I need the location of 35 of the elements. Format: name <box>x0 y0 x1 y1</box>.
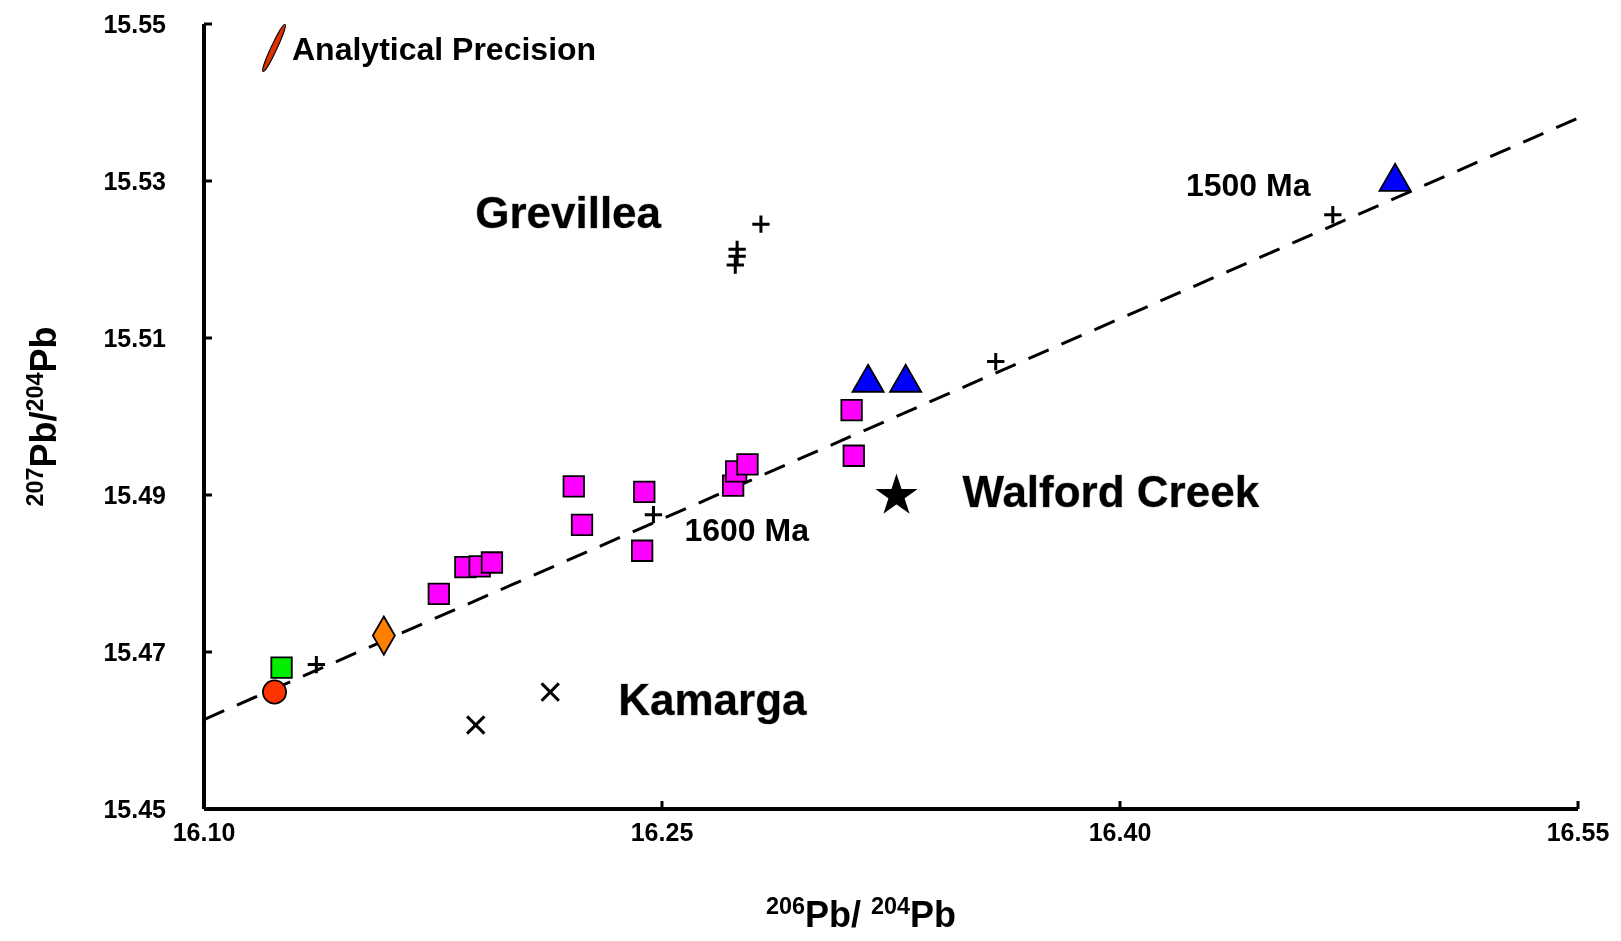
point <box>480 551 504 574</box>
point <box>631 539 654 562</box>
y-tick-label: 15.55 <box>103 10 167 38</box>
point <box>465 714 486 736</box>
point <box>633 480 656 504</box>
point <box>570 513 594 536</box>
y-tick-label: 15.45 <box>103 795 167 823</box>
annotation: 1500 Ma <box>1185 166 1311 203</box>
x-tick-label: 16.55 <box>1546 818 1610 846</box>
x-tick-label: 16.25 <box>630 818 694 846</box>
point <box>540 681 561 703</box>
y-tick-label: 15.53 <box>103 167 166 195</box>
y-tick-label: 15.51 <box>103 324 167 352</box>
point <box>842 444 865 467</box>
annotation: 1600 Ma <box>684 512 810 549</box>
y-tick-label: 15.49 <box>103 481 166 509</box>
annotation: Kamarga <box>618 674 808 724</box>
point <box>270 656 293 679</box>
point <box>985 351 1006 372</box>
annotation: Walford Creek <box>962 466 1260 516</box>
point <box>262 679 287 705</box>
point <box>725 254 746 276</box>
x-axis-title: $^{206}$Pb/ $^{204}$Pb <box>765 893 957 935</box>
point <box>643 504 664 525</box>
x-tick-label: 16.40 <box>1088 818 1152 846</box>
point <box>427 582 450 606</box>
x-tick-label: 16.10 <box>172 818 236 846</box>
point <box>840 399 863 422</box>
point <box>1322 204 1343 225</box>
point <box>562 475 585 498</box>
point <box>736 453 759 476</box>
point <box>750 214 772 235</box>
annotation: Grevillea <box>475 187 662 237</box>
y-tick-label: 15.47 <box>103 638 166 666</box>
annotation: Analytical Precision <box>292 31 597 67</box>
